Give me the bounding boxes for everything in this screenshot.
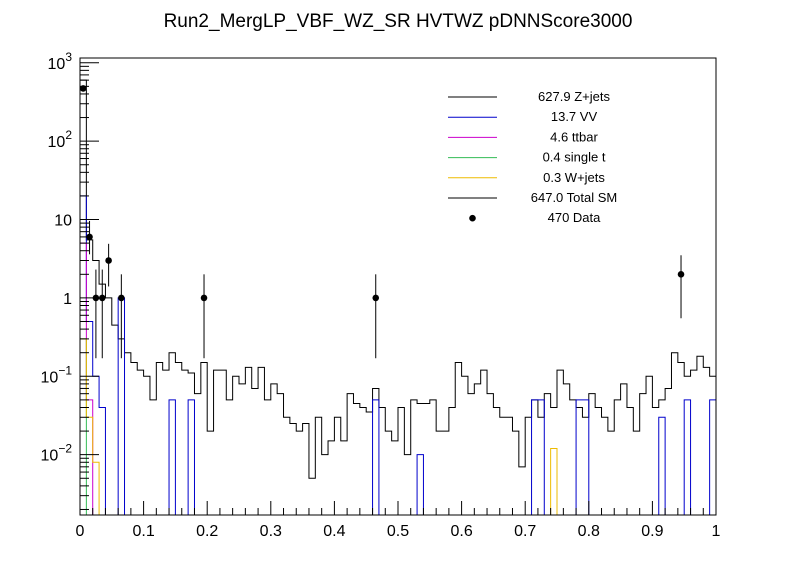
legend-label: 0.4 single t <box>543 150 606 165</box>
data-point-7 <box>372 294 380 302</box>
data-points-layer <box>79 85 685 359</box>
legend-label: 0.3 W+jets <box>543 170 605 185</box>
x-tick-label: 0.7 <box>514 523 536 540</box>
x-tick-label: 0.4 <box>323 523 345 540</box>
chart-title: Run2_MergLP_VBF_WZ_SR HVTWZ pDNNScore300… <box>164 11 633 32</box>
x-tick-label: 0.2 <box>196 523 218 540</box>
legend-label: 627.9 Z+jets <box>538 89 610 104</box>
x-tick-label: 1 <box>712 523 721 540</box>
y-tick-label: 10−1 <box>41 363 73 386</box>
x-tick-label: 0.1 <box>132 523 154 540</box>
data-point-8 <box>677 271 685 278</box>
y-tick-label: 103 <box>48 50 73 73</box>
y-tick-label: 10 <box>54 213 72 230</box>
axes-layer: 0 0.1 0.2 0.3 0.4 0.5 0.6 0.7 0.8 0.9 1 10−2 10−1 1 10… <box>41 50 721 540</box>
legend-label: 13.7 VV <box>551 109 598 124</box>
data-point-5 <box>118 294 125 302</box>
hist-total-sm <box>79 79 717 515</box>
legend-label: 470 Data <box>548 210 602 225</box>
y-tick-label: 10−2 <box>41 442 73 465</box>
x-tick-label: 0.3 <box>260 523 282 540</box>
data-point-3 <box>98 294 106 302</box>
data-point-1 <box>86 233 93 241</box>
legend-label: 647.0 Total SM <box>531 190 617 205</box>
x-tick-label: 0.9 <box>641 523 663 540</box>
legend: 627.9 Z+jets 13.7 VV 4.6 ttbar 0.4 single t… <box>448 89 617 225</box>
data-point-6 <box>200 294 208 302</box>
legend-marker <box>469 214 476 222</box>
legend-label: 4.6 ttbar <box>550 129 598 144</box>
x-tick-label: 0.5 <box>387 523 409 540</box>
y-tick-label: 1 <box>63 291 72 308</box>
x-tick-label: 0.6 <box>450 523 472 540</box>
x-tick-label: 0 <box>76 523 85 540</box>
x-tick-label: 0.8 <box>578 523 600 540</box>
data-point-4 <box>105 257 112 264</box>
y-tick-label: 102 <box>48 128 73 151</box>
